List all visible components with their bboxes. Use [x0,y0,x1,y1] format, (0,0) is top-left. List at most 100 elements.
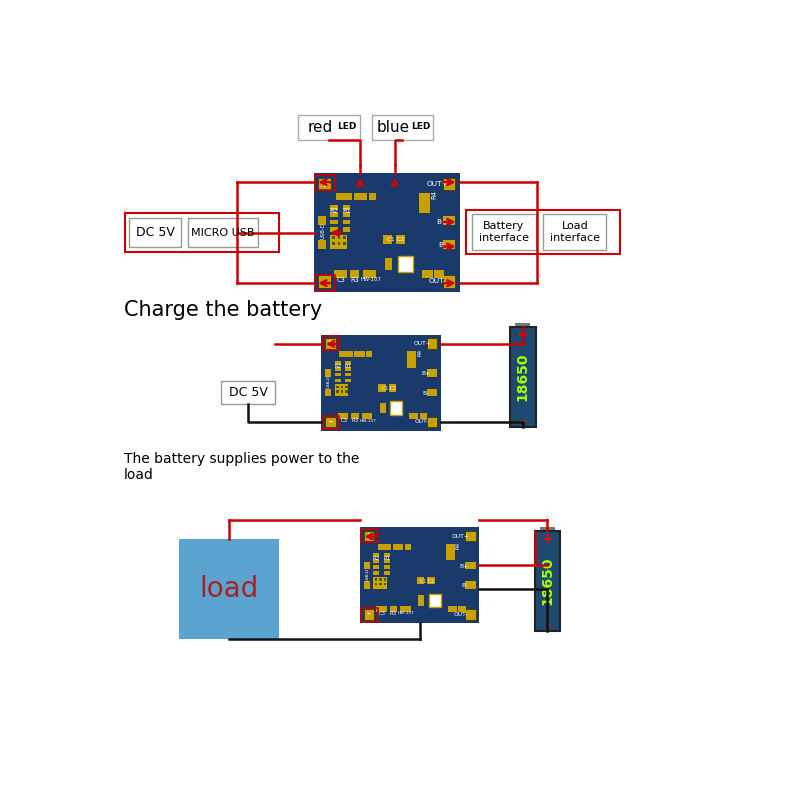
Bar [298,115,360,140]
Text: +: + [320,178,330,190]
Bar [510,327,535,427]
Bar [426,417,437,427]
Text: +: + [542,532,554,546]
Bar [335,384,348,396]
Bar [384,554,390,557]
Bar [376,606,387,611]
Bar [429,594,441,607]
Bar [385,258,392,270]
Bar [364,582,370,589]
Bar [375,582,377,585]
Text: R1: R1 [342,209,351,214]
Bar [315,275,335,291]
Text: R4: R4 [456,542,461,549]
Text: R3: R3 [390,610,397,615]
Bar [364,562,370,570]
Bar [540,527,555,532]
Bar [417,577,424,584]
Bar [379,582,382,585]
Bar [515,323,530,328]
Bar [366,351,372,357]
Bar [383,234,392,244]
Bar [323,336,339,350]
Bar [362,529,378,542]
Text: USB-D: USB-D [366,567,370,581]
Bar [129,218,182,247]
Bar [442,178,455,190]
Bar [405,544,410,550]
Text: +: + [365,532,373,541]
Text: The battery supplies power to the
load: The battery supplies power to the load [123,452,359,482]
Text: 18650: 18650 [516,353,530,402]
Bar [346,390,347,393]
Bar [125,214,279,252]
Text: Charge the battery: Charge the battery [123,300,322,320]
Bar [378,544,391,550]
Bar [323,416,339,430]
Bar [363,270,376,278]
Bar [335,366,341,370]
Text: R2: R2 [373,556,380,561]
Bar [534,531,560,631]
Text: -: - [545,618,550,632]
Text: USB-D: USB-D [320,222,326,239]
Bar [343,220,350,224]
Bar [318,216,326,226]
Bar [314,173,460,292]
Text: DC 5V: DC 5V [229,386,268,399]
Bar [422,270,433,278]
Bar [330,227,338,231]
Bar [362,608,378,622]
Bar [179,538,279,639]
Bar [384,559,390,563]
Bar [330,220,338,224]
Text: OUT-: OUT- [428,278,446,284]
Text: R1: R1 [345,363,352,369]
Text: red: red [307,120,333,135]
Bar [338,236,340,239]
Bar [325,370,331,377]
Bar [426,370,437,377]
Bar [360,527,479,623]
Bar [369,193,376,201]
Text: USB-D: USB-D [327,374,331,388]
Text: R2: R2 [330,209,338,214]
Text: HW-107: HW-107 [398,611,414,615]
Bar [346,378,351,382]
Bar [378,384,386,392]
Text: C1 C2: C1 C2 [420,578,434,584]
Bar [426,338,437,349]
Bar [343,212,350,217]
Bar [374,566,379,569]
Text: OUT+: OUT+ [452,534,470,538]
Bar [330,205,338,210]
Bar [418,595,424,606]
Text: -: - [367,610,371,619]
Text: R4: R4 [431,190,438,199]
Bar [330,212,338,217]
Bar [341,390,343,393]
Bar [446,544,454,560]
Bar [362,413,372,419]
Text: +: + [517,328,529,342]
Bar [434,270,443,278]
Text: C3: C3 [340,418,347,423]
Text: C1 C2: C1 C2 [382,386,395,391]
Bar [335,361,341,365]
Bar [458,606,466,611]
Bar [375,578,377,581]
Bar [384,582,386,585]
Bar [364,531,374,542]
Bar [374,571,379,575]
Bar [341,386,343,388]
Text: B-: B- [422,390,429,396]
Bar [335,373,341,377]
Bar [364,610,374,620]
Bar [448,606,457,611]
Bar [379,578,382,581]
Bar [427,577,434,584]
Bar [384,578,386,581]
Bar [374,577,387,589]
Text: load: load [199,574,258,603]
Text: R3: R3 [351,418,358,423]
